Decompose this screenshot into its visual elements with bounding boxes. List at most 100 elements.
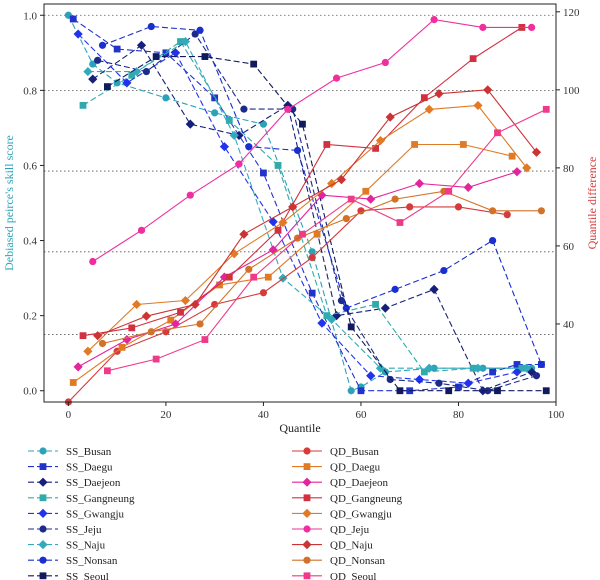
data-point: [98, 41, 107, 49]
data-point: [391, 285, 399, 293]
data-point: [239, 229, 249, 239]
data-point: [113, 45, 121, 53]
data-point: [274, 162, 282, 169]
axis-ticks: 0 20 40 60 80 100 0.0 0.2 0.4 0.6 0.8 1.0 40 60 80 100 1…: [23, 7, 580, 421]
data-point: [118, 343, 126, 351]
legend-label: QD_Gwangju: [330, 508, 392, 520]
data-point: [167, 316, 175, 324]
data-point: [250, 60, 258, 68]
data-point: [259, 289, 268, 297]
series-ss-naju: [83, 36, 532, 373]
data-point: [274, 226, 282, 234]
series-line: [72, 18, 542, 392]
y-left-tick-label: 0.6: [23, 160, 37, 172]
legend-item: SS_Seoul: [28, 571, 109, 580]
data-point: [385, 112, 395, 122]
legend-item: QD_Gwangju: [292, 508, 392, 520]
legend-marker: [39, 572, 47, 580]
legend-marker: [303, 447, 311, 455]
data-point: [196, 26, 204, 34]
series-qd-daejeon: [73, 167, 522, 372]
data-point: [211, 109, 219, 117]
legend-item: SS_Busan: [28, 446, 112, 458]
data-point: [347, 387, 355, 395]
data-point: [142, 67, 150, 76]
data-point: [366, 194, 376, 204]
y-left-tick-label: 0.2: [23, 311, 37, 323]
data-point: [542, 387, 550, 395]
data-point: [372, 300, 379, 308]
series-layer: [64, 11, 550, 406]
data-point: [372, 144, 379, 152]
data-point: [191, 30, 199, 38]
legend-item: QD_Busan: [292, 446, 379, 458]
data-point: [380, 303, 390, 313]
data-point: [69, 15, 77, 23]
legend-label: SS_Gangneung: [66, 493, 135, 505]
data-point: [137, 226, 146, 234]
legend-marker: [303, 525, 311, 533]
data-point: [313, 230, 321, 238]
y-left-tick-label: 0.8: [23, 85, 37, 97]
legend-label: SS_Nonsan: [66, 555, 118, 567]
data-point: [234, 130, 244, 141]
data-point: [79, 332, 87, 340]
data-point: [483, 85, 493, 95]
y-right-tick-label: 80: [563, 163, 575, 175]
data-point: [132, 299, 142, 310]
data-point: [440, 266, 448, 275]
data-point: [463, 378, 473, 388]
data-point: [414, 178, 425, 189]
data-point: [375, 363, 386, 373]
data-point: [284, 105, 292, 113]
series-line: [87, 40, 527, 369]
data-point: [420, 94, 428, 102]
legend-label: SS_Daegu: [66, 462, 113, 474]
data-point: [245, 143, 253, 151]
legend-label: QD_Gangneung: [330, 493, 403, 505]
legend-marker: [303, 463, 311, 470]
series-line: [102, 25, 542, 365]
x-tick-label: 20: [160, 409, 172, 421]
data-point: [259, 120, 268, 128]
legend-marker: [38, 477, 48, 487]
legend-marker: [302, 477, 312, 487]
x-axis-title: Quantile: [279, 421, 320, 435]
series-line: [97, 89, 537, 337]
data-point: [528, 23, 536, 32]
data-point: [185, 119, 195, 129]
data-point: [293, 146, 302, 155]
data-point: [89, 257, 97, 266]
data-point: [513, 361, 521, 368]
data-point: [337, 297, 346, 305]
data-point: [225, 116, 233, 124]
legend-item: SS_Nonsan: [28, 555, 118, 567]
data-point: [323, 312, 331, 320]
legend-item: QD_Nonsan: [292, 555, 385, 567]
legend-label: QD_Seoul: [330, 571, 376, 580]
data-point: [308, 248, 316, 256]
legend-label: SS_Busan: [66, 446, 112, 458]
data-point: [420, 368, 428, 376]
data-point: [225, 273, 233, 281]
data-point: [512, 367, 522, 377]
data-point: [98, 339, 107, 348]
legend-marker: [38, 540, 48, 550]
legend-marker: [39, 556, 47, 564]
data-point: [177, 308, 184, 316]
data-point: [122, 334, 132, 345]
series-ss-daegu: [69, 15, 545, 395]
series-line: [97, 33, 537, 392]
legend-item: SS_Daegu: [28, 462, 113, 474]
data-point: [494, 129, 501, 137]
data-point: [347, 195, 355, 203]
legend-label: SS_Gwangju: [66, 508, 125, 520]
legend-item: SS_Jeju: [28, 524, 102, 536]
data-point: [299, 230, 306, 238]
data-point: [180, 295, 191, 306]
legend-item: SS_Daejeon: [28, 477, 121, 489]
data-point: [83, 346, 93, 356]
data-point: [489, 236, 497, 245]
data-point: [479, 23, 487, 32]
series-line: [77, 33, 518, 384]
